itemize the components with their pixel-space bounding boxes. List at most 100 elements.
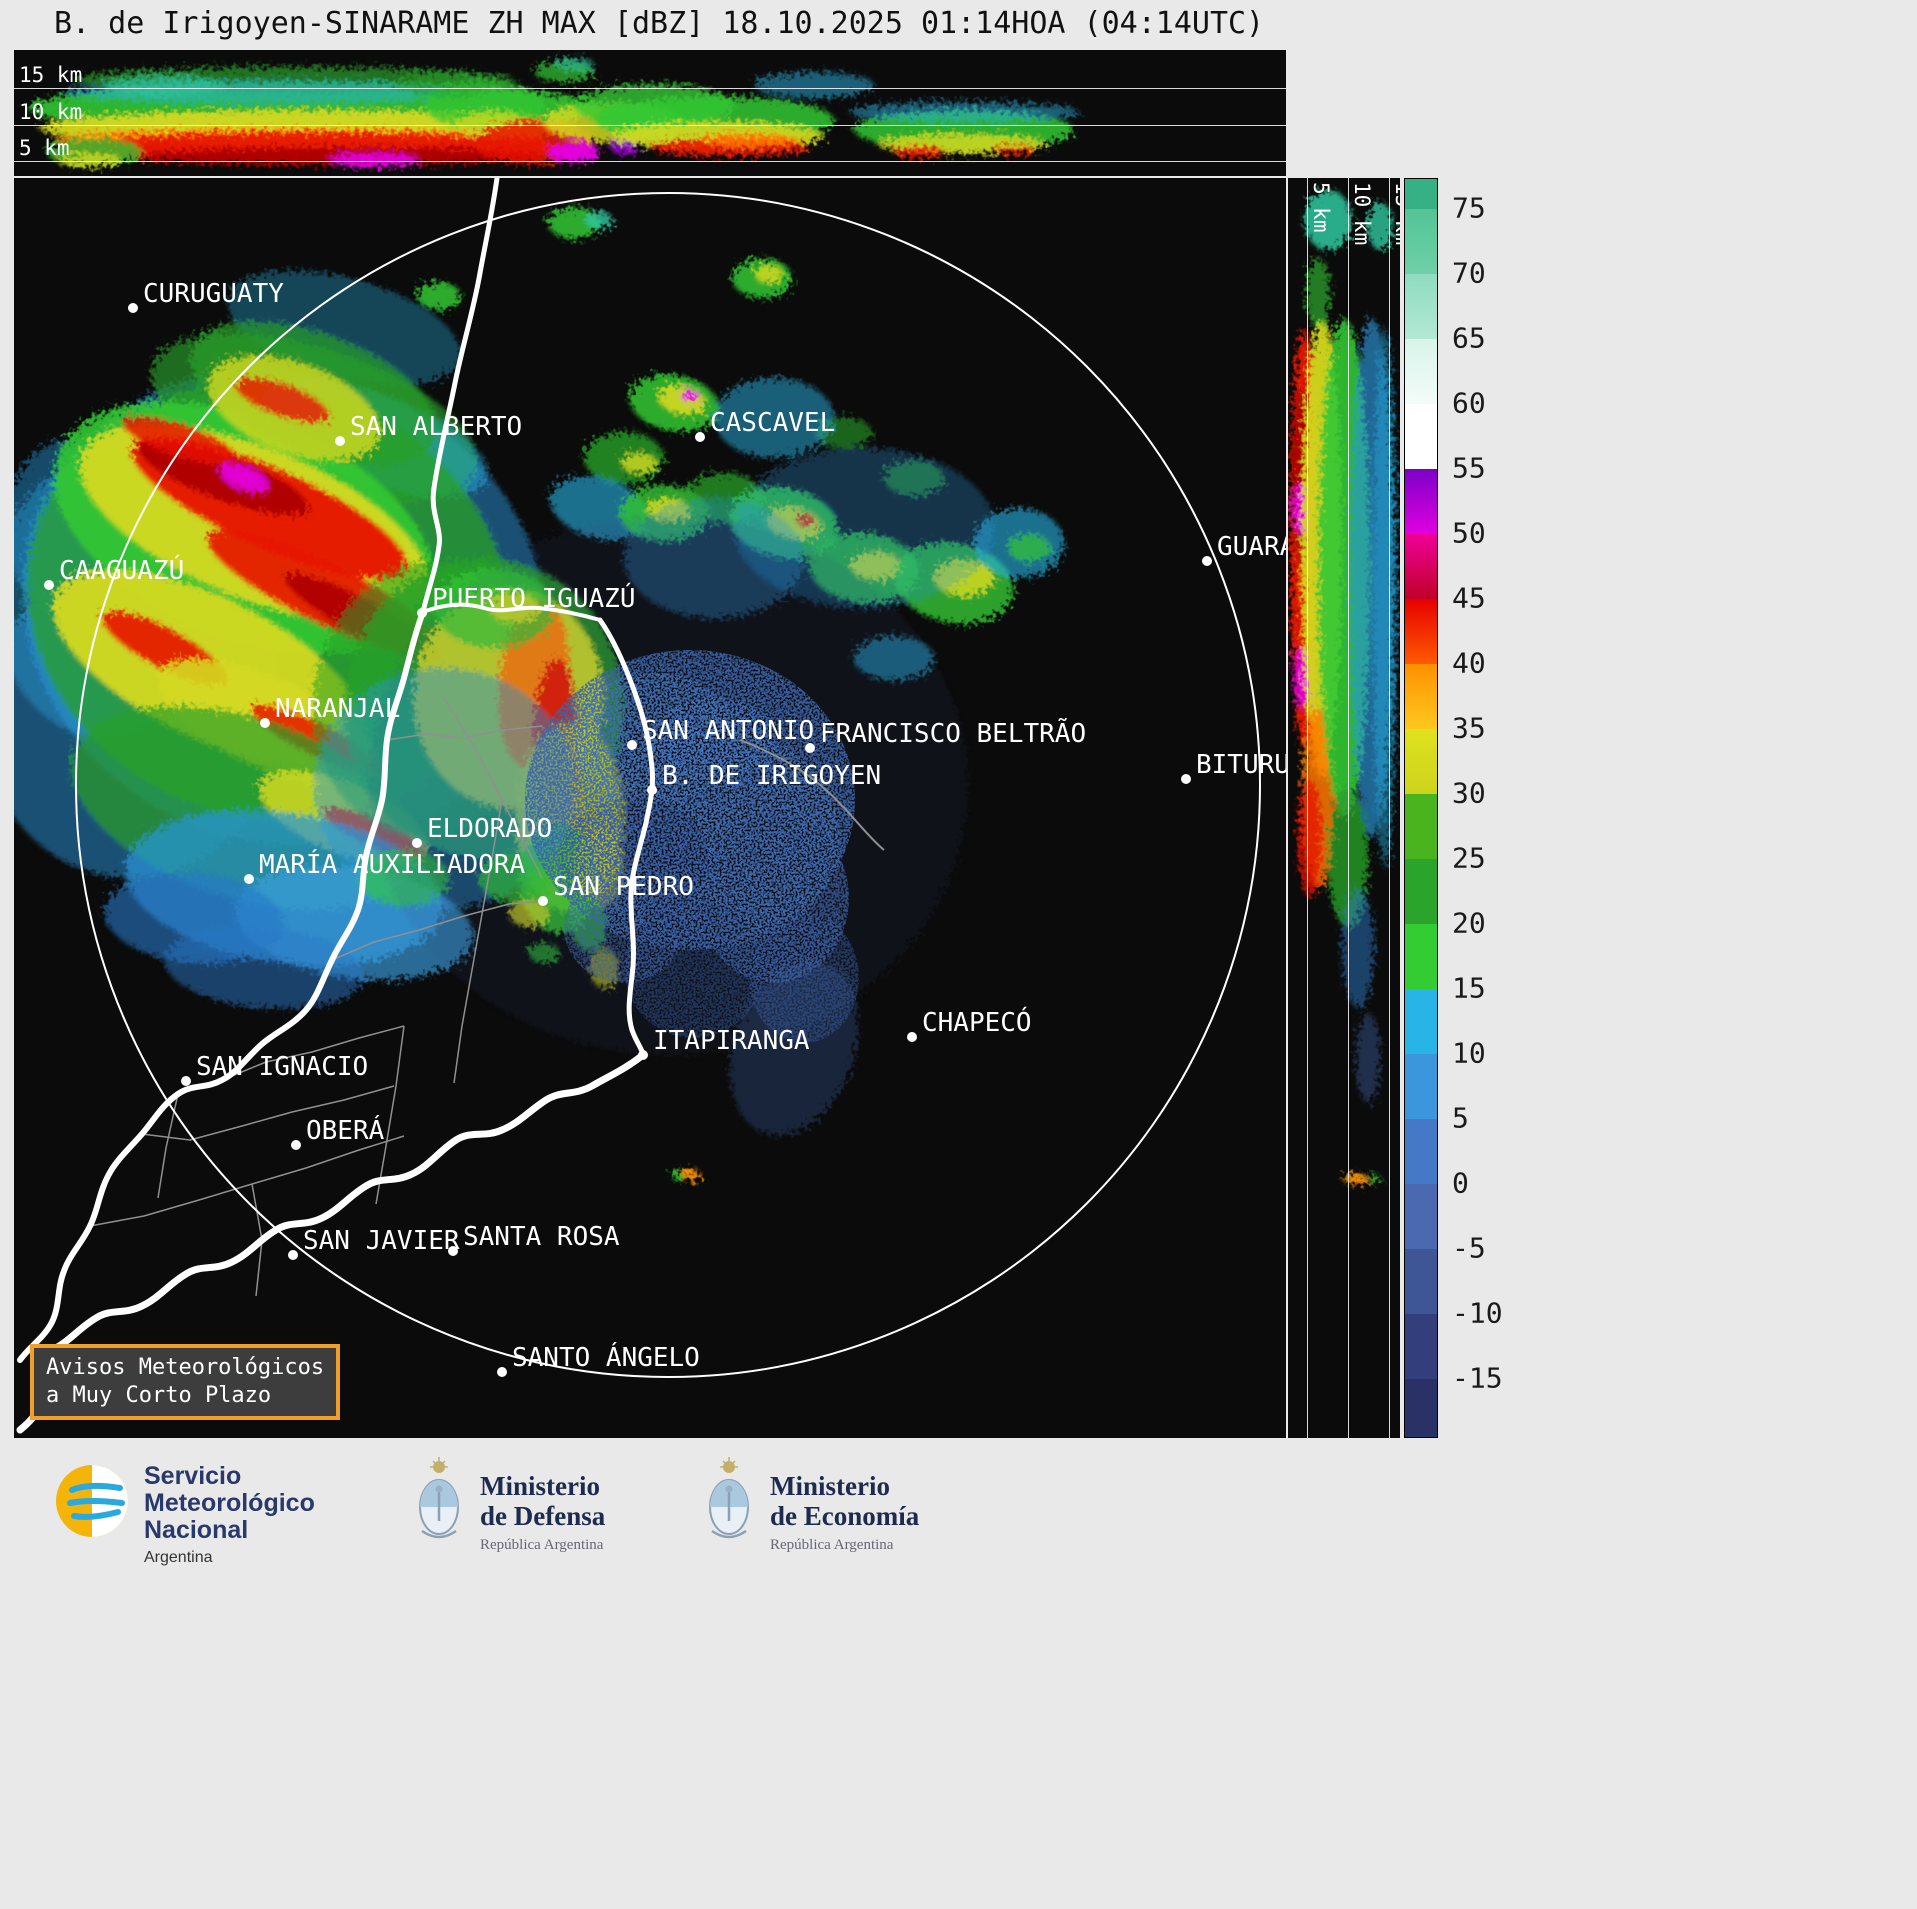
colorbar-tick-label: 0	[1452, 1166, 1469, 1200]
colorbar-tick-label: 65	[1452, 321, 1486, 355]
city-label: GUARA	[1217, 532, 1286, 562]
colorbar-segment	[1405, 339, 1437, 404]
colorbar-segment	[1405, 1119, 1437, 1184]
echo-blob	[1007, 534, 1051, 562]
echo-blob	[671, 1170, 683, 1180]
colorbar-tick-label: 10	[1452, 1036, 1486, 1070]
dbz-colorbar	[1404, 178, 1438, 1438]
admin-border	[141, 1085, 395, 1141]
city-label: SAN IGNACIO	[196, 1052, 368, 1082]
city-marker	[128, 303, 138, 313]
city-label: SANTA ROSA	[463, 1222, 620, 1252]
colorbar-segment	[1405, 1379, 1437, 1437]
city-label: ITAPIRANGA	[653, 1026, 810, 1056]
city-marker	[181, 1076, 191, 1086]
colorbar-tick-label: -15	[1452, 1361, 1503, 1395]
city-label: B. DE IRIGOYEN	[662, 761, 881, 791]
echo-blob	[1373, 328, 1397, 868]
radar-map-panel: CURUGUATY SAN ALBERTO CASCAVEL CAAGUAZÚ PUER…	[14, 178, 1286, 1438]
height-gridline	[1307, 178, 1308, 1438]
city-marker	[448, 1246, 458, 1256]
echo-blob	[164, 927, 364, 1009]
city-label: SAN PEDRO	[553, 872, 694, 902]
city-label: SAN ANTONIO	[642, 716, 814, 746]
city-marker	[497, 1367, 507, 1377]
height-gridline	[14, 161, 1286, 162]
city-labels-layer: CURUGUATY SAN ALBERTO CASCAVEL CAAGUAZÚ PUER…	[44, 279, 1286, 1377]
city-label: MARÍA AUXILIADORA	[259, 848, 525, 880]
economia-name-line2: de Economía	[770, 1501, 920, 1531]
colorbar-tick-label: 75	[1452, 191, 1486, 225]
warning-box: Avisos Meteorológicos a Muy Corto Plazo	[30, 1344, 341, 1420]
river	[17, 609, 426, 1363]
echo-blob	[394, 73, 494, 97]
height-axis-label: 10 km	[1350, 182, 1374, 246]
echo-blob	[1306, 258, 1330, 328]
admin-border	[739, 739, 885, 851]
colorbar-tick-label: -5	[1452, 1231, 1486, 1265]
echo-blob	[548, 207, 600, 239]
echo-blob	[121, 416, 237, 464]
defensa-title-block: Ministerio de Defensa República Argentin…	[480, 1471, 605, 1554]
city-marker	[907, 1032, 917, 1042]
city-label: BITURU	[1196, 750, 1286, 780]
smn-subtitle: Argentina	[144, 1549, 213, 1566]
echo-blob	[624, 898, 764, 1038]
echo-blob	[681, 390, 699, 402]
colorbar-segment	[1405, 989, 1437, 1054]
right-cross-section-panel: 5 km 10 km 15 km	[1288, 178, 1400, 1438]
echo-blob	[654, 698, 774, 778]
colorbar-segment	[1405, 599, 1437, 664]
colorbar-tick-label: 20	[1452, 906, 1486, 940]
echo-blob	[755, 265, 783, 283]
echo-blob	[104, 75, 224, 95]
admin-border	[221, 1025, 405, 1081]
river	[597, 617, 655, 1058]
range-ring	[75, 192, 1261, 1378]
admin-border	[386, 725, 543, 741]
echo-blob	[749, 913, 859, 1043]
city-marker	[244, 874, 254, 884]
city-label: ELDORADO	[427, 814, 552, 844]
city-marker	[695, 432, 705, 442]
city-label: SAN ALBERTO	[350, 412, 522, 442]
height-axis-label: 10 km	[19, 100, 83, 124]
height-axis-label: 5 km	[1309, 182, 1333, 233]
river	[16, 1051, 647, 1434]
height-axis-label: 5 km	[19, 136, 70, 160]
echo-blob	[417, 282, 461, 310]
smn-name-line2: Meteorológico	[144, 1489, 315, 1517]
echo-blob	[219, 463, 269, 493]
colorbar-tick-label: 5	[1452, 1101, 1469, 1135]
colorbar-tick-label: 50	[1452, 516, 1486, 550]
city-marker	[335, 436, 345, 446]
city-marker	[288, 1250, 298, 1260]
colorbar-segment	[1405, 209, 1437, 274]
admin-border	[375, 1025, 405, 1205]
city-marker	[44, 580, 54, 590]
admin-border	[331, 900, 544, 961]
city-marker	[1181, 774, 1191, 784]
radar-echoes-layer	[29, 57, 1079, 167]
colorbar-tick-label: 30	[1452, 776, 1486, 810]
city-marker	[260, 718, 270, 728]
city-marker	[291, 1140, 301, 1150]
radar-map-plot: CURUGUATY SAN ALBERTO CASCAVEL CAAGUAZÚ PUER…	[14, 178, 1286, 1434]
height-axis-label: 15 km	[1391, 182, 1400, 246]
echo-blob	[754, 72, 874, 98]
city-label: CAAGUAZÚ	[59, 554, 184, 586]
economia-title-block: Ministerio de Economía República Argenti…	[770, 1471, 919, 1554]
defensa-name-line2: de Defensa	[480, 1501, 606, 1531]
city-label: SAN JAVIER	[303, 1226, 460, 1256]
colorbar-segment	[1405, 1054, 1437, 1119]
echo-blob	[1298, 778, 1322, 898]
colorbar-tick-label: 55	[1452, 451, 1486, 485]
echo-blob	[1356, 1013, 1380, 1103]
colorbar-segment	[1405, 924, 1437, 989]
colorbar-segment	[1405, 1249, 1437, 1314]
echo-blob	[701, 133, 797, 147]
colorbar-tick-label: 35	[1452, 711, 1486, 745]
echo-blob	[893, 146, 945, 158]
smn-title-block: Servicio Meteorológico Nacional Argentin…	[144, 1463, 315, 1567]
